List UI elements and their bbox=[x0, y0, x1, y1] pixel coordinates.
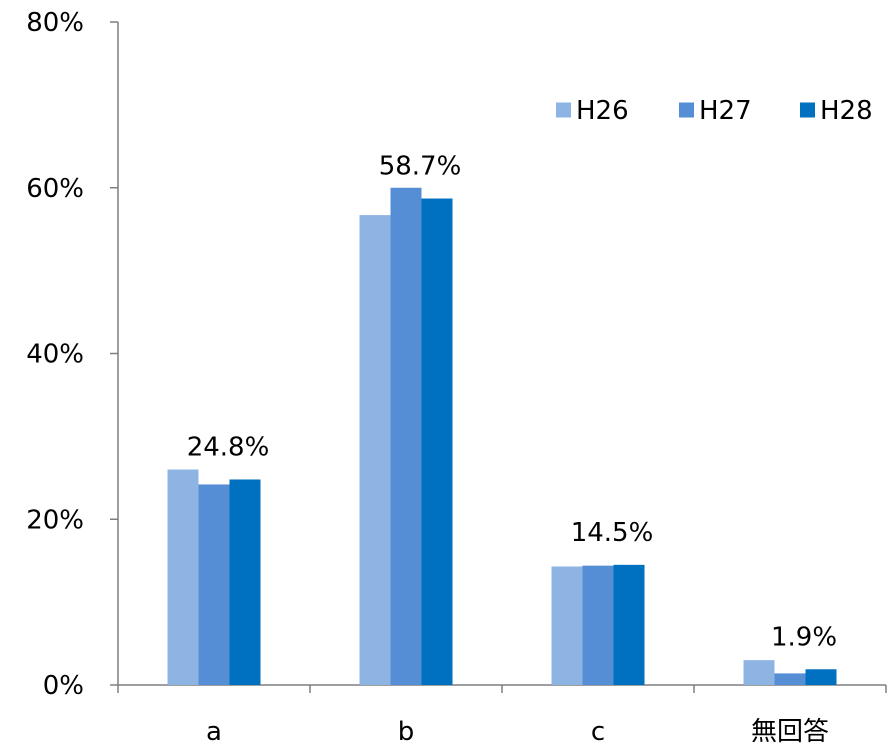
legend-label-h27: H27 bbox=[699, 96, 752, 126]
x-axis: a b c 無回答 bbox=[117, 684, 887, 747]
bar-h28-3 bbox=[805, 669, 837, 685]
data-label: 14.5% bbox=[571, 518, 654, 548]
x-tick-label: a bbox=[206, 717, 222, 747]
bar-h27-1 bbox=[390, 187, 422, 685]
bar-h28-0 bbox=[229, 479, 261, 685]
x-tick-label: 無回答 bbox=[751, 717, 829, 747]
bar-h28-1 bbox=[421, 198, 453, 685]
y-axis: 0% 20% 40% 60% 80% bbox=[26, 8, 119, 701]
bar-h27-2 bbox=[582, 565, 614, 685]
data-label: 24.8% bbox=[187, 432, 270, 462]
bar-h26-0 bbox=[167, 469, 199, 685]
bars bbox=[167, 187, 837, 685]
legend-swatch-h28 bbox=[800, 102, 815, 118]
legend-label-h28: H28 bbox=[820, 96, 873, 126]
bar-h26-2 bbox=[551, 566, 583, 685]
y-tick-label: 80% bbox=[26, 8, 84, 38]
bar-h27-3 bbox=[774, 673, 806, 685]
bar-h26-3 bbox=[743, 660, 775, 685]
legend: H26 H27 H28 bbox=[556, 96, 873, 126]
data-label: 58.7% bbox=[379, 152, 462, 182]
legend-swatch-h26 bbox=[556, 102, 571, 118]
x-tick-label: c bbox=[591, 717, 605, 747]
legend-swatch-h27 bbox=[679, 102, 694, 118]
x-tick-label: b bbox=[398, 717, 415, 747]
y-tick-label: 40% bbox=[26, 340, 84, 370]
bar-h26-1 bbox=[359, 215, 391, 685]
bar-h28-2 bbox=[613, 564, 645, 685]
y-tick-label: 0% bbox=[43, 671, 84, 701]
bar-h27-0 bbox=[198, 484, 230, 685]
y-tick-label: 60% bbox=[26, 174, 84, 204]
data-label: 1.9% bbox=[771, 622, 837, 652]
data-labels: 24.8% 58.7% 14.5% 1.9% bbox=[187, 152, 837, 653]
y-tick-label: 20% bbox=[26, 505, 84, 535]
legend-label-h26: H26 bbox=[576, 96, 629, 126]
